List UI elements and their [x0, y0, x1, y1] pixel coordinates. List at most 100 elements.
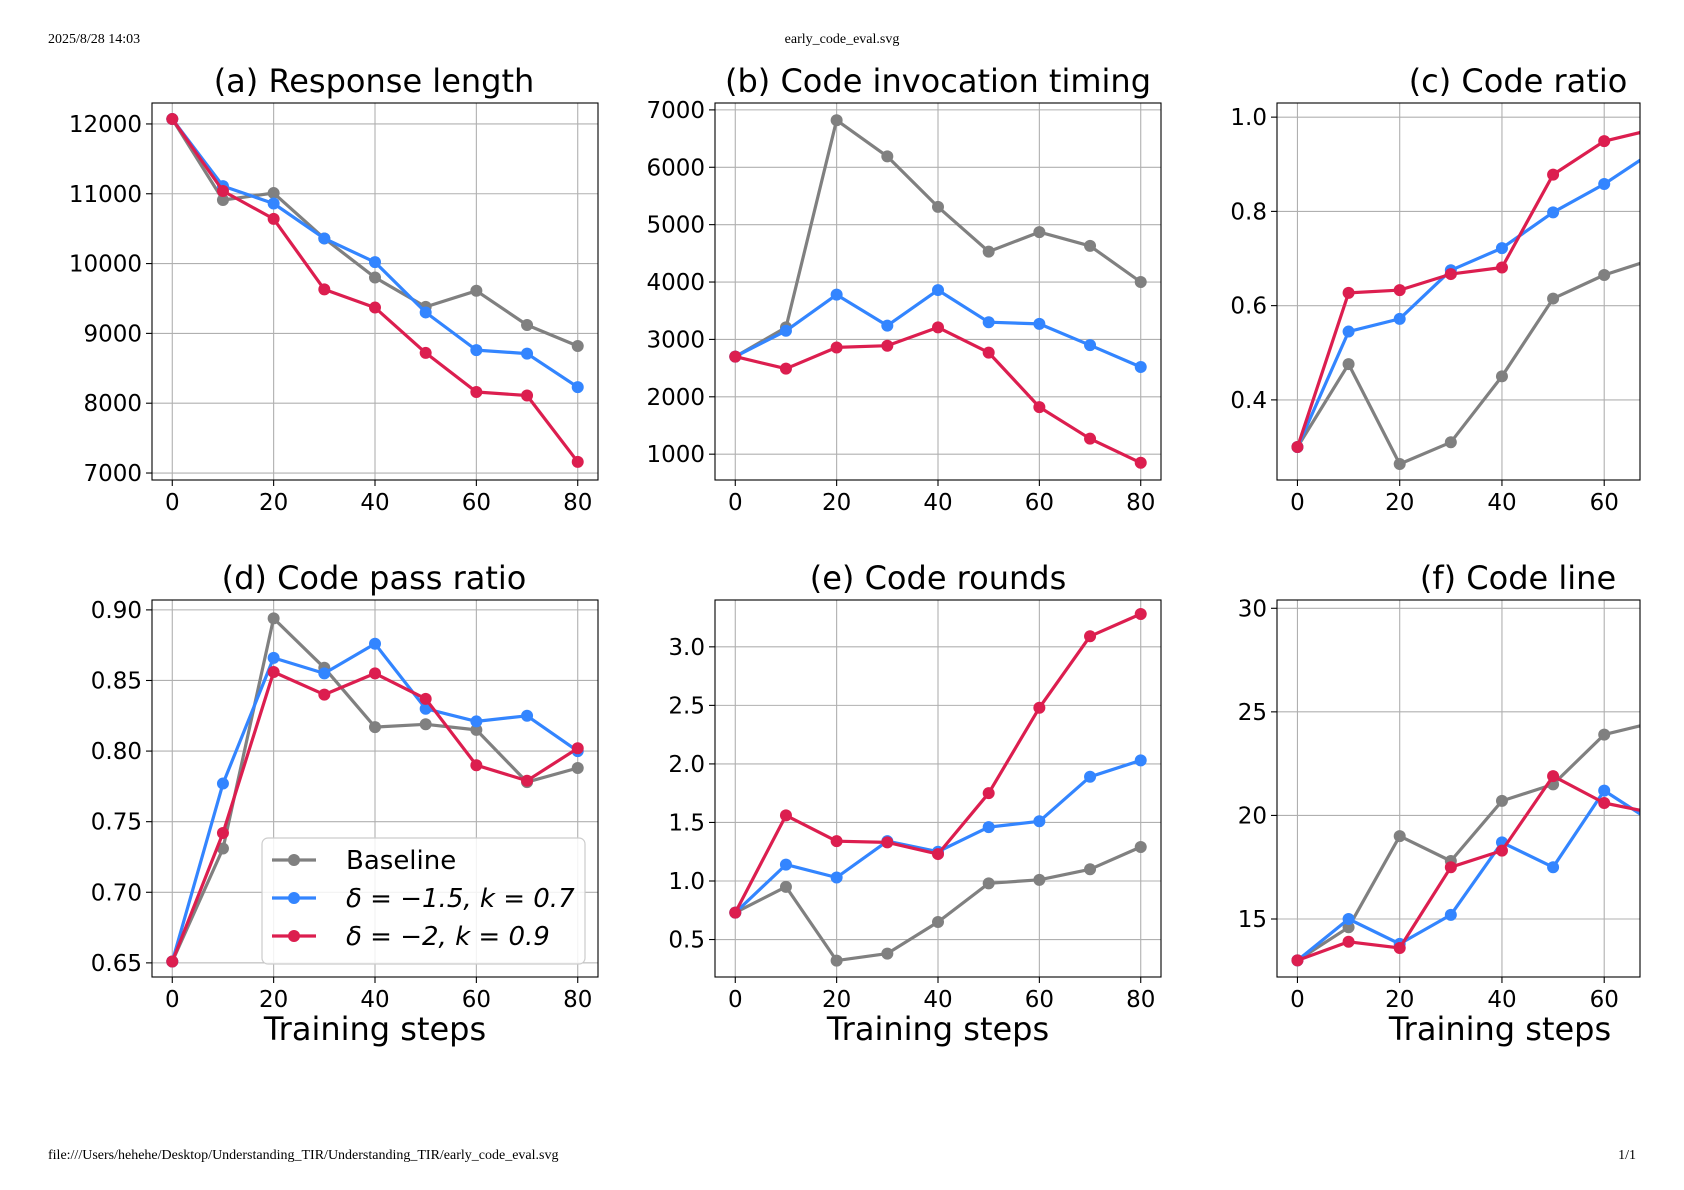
data-point: [318, 688, 331, 701]
chart-panel-1: 0 20 40 60 80 7000 8000 9000 10000 11000 12000 (a) …: [69, 62, 599, 516]
data-point: [369, 301, 381, 314]
data-point: [932, 915, 944, 928]
data-point: [571, 762, 584, 775]
data-point: [881, 836, 894, 849]
plot-frame: [1276, 102, 1641, 481]
data-point: [982, 245, 995, 258]
series-line-2: [1296, 158, 1640, 448]
plot-frame: [1276, 599, 1641, 978]
data-point: [1342, 325, 1355, 338]
legend-entry-label: Baseline: [346, 846, 456, 876]
chart-title: (c) Code ratio: [1409, 62, 1628, 100]
data-point: [982, 346, 995, 359]
y-tick-label: 10000: [69, 252, 142, 278]
y-tick-label: 11000: [69, 182, 142, 208]
data-point: [881, 319, 894, 332]
data-point: [1134, 276, 1147, 289]
data-point: [521, 319, 534, 332]
data-point: [1598, 784, 1611, 797]
y-tick-label: 15: [1238, 907, 1267, 933]
y-tick-label: 0.90: [91, 598, 142, 624]
data-point: [881, 339, 894, 352]
y-tick-label: 2000: [646, 385, 705, 411]
data-point: [470, 386, 483, 399]
y-tick-label: 0.75: [91, 810, 142, 836]
data-point: [1342, 921, 1355, 934]
data-point: [267, 651, 280, 664]
data-point: [1547, 861, 1560, 874]
data-point: [470, 723, 483, 736]
data-point: [318, 283, 331, 296]
x-tick-label: 40: [1487, 490, 1516, 516]
data-point: [470, 284, 483, 297]
x-tick-label: 80: [563, 490, 592, 516]
data-point: [881, 947, 894, 960]
data-point: [216, 777, 229, 790]
data-point: [932, 848, 944, 861]
data-point: [1291, 954, 1304, 967]
data-point: [470, 715, 483, 728]
header-document-title: early_code_eval.svg: [784, 32, 900, 47]
data-point: [571, 339, 584, 352]
x-tick-label: 40: [1487, 987, 1516, 1013]
data-point: [470, 759, 483, 772]
data-point: [1649, 253, 1661, 265]
series-group: [166, 612, 584, 968]
data-point: [1547, 292, 1560, 305]
y-tick-label: 4000: [646, 270, 705, 296]
data-point: [830, 871, 843, 884]
y-tick-label: 1000: [646, 442, 705, 468]
data-point: [267, 187, 280, 200]
y-tick-label: 1.5: [668, 810, 705, 836]
series-line-1: [1296, 724, 1640, 962]
data-point: [1033, 873, 1046, 886]
data-point: [166, 113, 179, 126]
data-point: [1134, 754, 1147, 767]
data-point: [830, 835, 843, 848]
data-point: [369, 667, 381, 680]
data-point: [369, 721, 381, 734]
data-point: [1084, 770, 1097, 783]
x-tick-label: 20: [822, 987, 851, 1013]
data-point: [166, 955, 179, 968]
x-tick-label: 60: [1590, 490, 1619, 516]
chart-panel-6: 0 20 40 60 15 20 25 30 (f) Code line Training ste…: [1238, 559, 1661, 1048]
data-point: [419, 702, 432, 715]
data-point: [779, 858, 792, 871]
data-point: [1598, 269, 1611, 282]
data-point: [1342, 913, 1355, 925]
data-point: [216, 826, 229, 839]
data-point: [267, 197, 280, 210]
data-point: [830, 114, 843, 127]
data-point: [1649, 716, 1661, 728]
y-tick-label: 20: [1238, 803, 1267, 829]
y-tick-label: 0.65: [91, 951, 142, 977]
data-point: [571, 381, 584, 394]
series-line-3: [1296, 774, 1640, 962]
y-tick-label: 25: [1238, 700, 1267, 726]
chart-panel-4: 0 20 40 60 80 0.65 0.70 0.75 0.80 0.85 0.90 (d) Cod…: [91, 559, 599, 1048]
data-point: [1134, 841, 1147, 854]
data-point: [1033, 317, 1046, 330]
series-group: [166, 113, 584, 468]
data-point: [419, 692, 432, 705]
data-point: [267, 666, 280, 679]
data-point: [369, 637, 381, 650]
chart-panel-5: 0 20 40 60 80 0.5 1.0 1.5 2.0 2.5 3.0 (e) Code roun…: [668, 559, 1162, 1048]
data-point: [982, 787, 995, 800]
x-tick-label: 20: [1385, 987, 1414, 1013]
data-point: [932, 200, 944, 213]
footer-file-path: file:///Users/hehehe/Desktop/Understandi…: [48, 1148, 559, 1163]
data-point: [932, 284, 944, 297]
data-point: [932, 321, 944, 334]
series-group: [729, 608, 1147, 967]
x-tick-label: 40: [923, 987, 952, 1013]
y-tick-label: 0.6: [1230, 294, 1267, 320]
x-tick-label: 60: [462, 490, 491, 516]
x-tick-label: 0: [728, 490, 743, 516]
x-tick-label: 0: [1290, 490, 1305, 516]
data-point: [1393, 942, 1406, 954]
series-group: [729, 114, 1147, 469]
legend-swatch-marker: [288, 854, 300, 866]
